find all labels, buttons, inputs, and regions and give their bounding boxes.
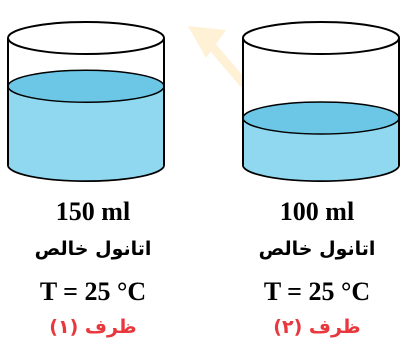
beaker-1-rim: [7, 21, 165, 55]
watermark-arrow: [188, 26, 248, 87]
beaker-1: [7, 21, 165, 182]
beaker-1-volume: 150 ml: [55, 197, 131, 226]
beaker-2-liquid: [242, 117, 400, 182]
beaker-illustration: [7, 21, 400, 182]
beaker-1-caption: ظرف (۱): [49, 316, 137, 338]
beaker-2-volume: 100 ml: [279, 197, 355, 226]
beaker-1-substance: اتانول خالص: [34, 238, 152, 260]
beaker-2: [242, 21, 400, 182]
beaker-2-substance: اتانول خالص: [258, 238, 376, 260]
beaker-2-liquid-surface: [242, 101, 400, 135]
beaker-2-caption: ظرف (۲): [273, 316, 361, 338]
beaker-1-liquid-surface: [7, 69, 165, 104]
beaker-2-rim: [242, 21, 400, 55]
beaker-1-temperature: T = 25 °C: [39, 277, 147, 306]
beaker-1-liquid: [7, 85, 165, 182]
beaker-2-temperature: T = 25 °C: [263, 277, 371, 306]
